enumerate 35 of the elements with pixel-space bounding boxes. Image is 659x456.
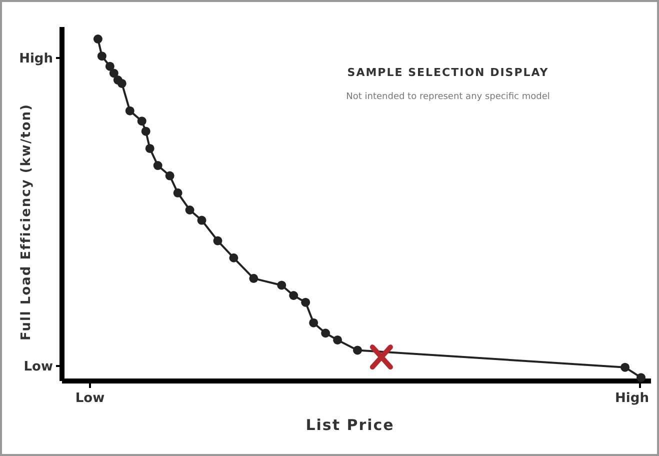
point [97, 52, 106, 61]
text: SAMPLE SELECTION DISPLAY [347, 66, 549, 79]
text: Not intended to represent any specific model [346, 92, 550, 102]
point [277, 280, 286, 290]
text: High [19, 52, 53, 67]
point [370, 344, 393, 370]
point [153, 161, 162, 170]
y-axis-title: Full Load Efficiency (kw/ton) [19, 103, 34, 341]
point [141, 126, 150, 136]
point [125, 106, 134, 116]
point [185, 206, 194, 214]
point [93, 34, 102, 44]
point [249, 274, 258, 283]
point [229, 253, 238, 262]
point [301, 298, 310, 307]
text: Low [24, 360, 53, 375]
point [173, 188, 182, 198]
point [321, 328, 330, 338]
point [352, 346, 362, 355]
point [636, 373, 646, 382]
point [105, 62, 114, 71]
point [117, 78, 126, 88]
point [309, 318, 318, 328]
text: High [615, 391, 649, 406]
point [333, 335, 342, 344]
point [213, 236, 222, 246]
point [109, 68, 118, 78]
point [137, 116, 146, 126]
point [289, 291, 298, 300]
point [197, 216, 206, 225]
point [145, 144, 154, 153]
point [620, 362, 630, 372]
x-axis-title: List Price [306, 416, 394, 434]
text: Low [75, 391, 105, 406]
point [165, 171, 174, 180]
